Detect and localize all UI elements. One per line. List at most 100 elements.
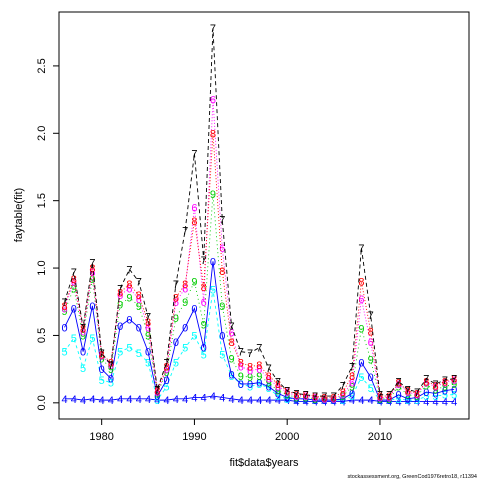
point-marker: 7 — [145, 312, 151, 324]
point-marker: 8 — [210, 128, 216, 140]
point-marker: 6 — [154, 387, 160, 399]
point-marker: 0 — [414, 392, 420, 404]
point-marker: 8 — [386, 391, 392, 403]
point-marker: 4 — [191, 392, 197, 404]
point-marker: 9 — [238, 371, 244, 383]
point-marker: 9 — [275, 386, 281, 398]
point-marker: 0 — [293, 394, 299, 406]
footnote: stockassessment.org, GreenCod1976retro18… — [347, 474, 477, 480]
point-marker: 5 — [423, 391, 429, 403]
point-marker: 7 — [182, 225, 188, 237]
point-marker: 5 — [117, 347, 123, 359]
point-marker: 0 — [238, 379, 244, 391]
point-marker: 0 — [228, 370, 234, 382]
point-marker: 5 — [62, 347, 68, 359]
x-tick-label: 1990 — [182, 431, 206, 443]
point-marker: 9 — [182, 297, 188, 309]
point-marker: 6 — [451, 375, 457, 387]
point-marker: 4 — [414, 396, 420, 408]
point-marker: 0 — [275, 388, 281, 400]
series-line — [64, 261, 455, 401]
point-marker: 4 — [368, 395, 374, 407]
point-marker: 9 — [126, 293, 132, 305]
point-marker: 4 — [238, 395, 244, 407]
point-marker: 4 — [99, 395, 105, 407]
point-marker: 5 — [433, 391, 439, 403]
point-marker: 5 — [71, 333, 77, 345]
point-marker: 8 — [395, 378, 401, 390]
point-marker: 5 — [89, 333, 95, 345]
point-marker: 7 — [340, 380, 346, 392]
point-marker: 4 — [228, 394, 234, 406]
point-marker: 6 — [284, 387, 290, 399]
point-marker: 6 — [266, 374, 272, 386]
point-marker: 9 — [256, 371, 262, 383]
point-marker: 5 — [386, 395, 392, 407]
point-marker: 4 — [108, 395, 114, 407]
point-marker: 4 — [275, 395, 281, 407]
point-marker: 9 — [89, 274, 95, 286]
point-marker: 7 — [62, 297, 68, 309]
point-marker: 4 — [395, 396, 401, 408]
point-marker: 6 — [331, 394, 337, 406]
point-marker: 8 — [377, 391, 383, 403]
point-marker: 4 — [126, 394, 132, 406]
point-marker: 0 — [386, 395, 392, 407]
axes: 1980 1990 2000 2010 0.0 0.5 1.0 1.5 2.0 2.5 — [36, 58, 392, 443]
point-marker: 9 — [423, 380, 429, 392]
point-marker: 8 — [405, 386, 411, 398]
point-marker: 9 — [164, 367, 170, 379]
point-marker: 8 — [80, 324, 86, 336]
point-marker: 6 — [219, 243, 225, 255]
point-marker: 9 — [368, 355, 374, 367]
point-marker: 7 — [117, 283, 123, 295]
point-marker: 6 — [238, 361, 244, 373]
point-marker: 4 — [136, 394, 142, 406]
point-marker: 4 — [405, 396, 411, 408]
point-marker: 8 — [293, 390, 299, 402]
point-marker: 5 — [451, 390, 457, 402]
point-marker: 0 — [154, 391, 160, 403]
point-marker: 6 — [395, 379, 401, 391]
point-marker: 7 — [154, 384, 160, 396]
point-marker: 5 — [191, 330, 197, 342]
point-marker: 0 — [164, 375, 170, 387]
point-marker: 8 — [89, 263, 95, 275]
point-marker: 8 — [275, 379, 281, 391]
point-marker: 9 — [145, 330, 151, 342]
point-marker: 8 — [62, 301, 68, 313]
point-marker: 7 — [433, 379, 439, 391]
point-marker: 4 — [210, 391, 216, 403]
point-marker: 8 — [284, 386, 290, 398]
point-marker: 5 — [377, 395, 383, 407]
x-tick-label: 2010 — [368, 431, 392, 443]
y-tick-label: 0.5 — [36, 328, 48, 343]
point-marker: 9 — [340, 391, 346, 403]
point-marker: 0 — [451, 384, 457, 396]
point-marker: 7 — [164, 357, 170, 369]
point-marker: 9 — [451, 379, 457, 391]
point-marker: 0 — [80, 347, 86, 359]
point-marker: 8 — [368, 326, 374, 338]
point-marker: 4 — [266, 395, 272, 407]
point-marker: 4 — [62, 394, 68, 406]
point-marker: 5 — [256, 379, 262, 391]
point-marker: 6 — [228, 328, 234, 340]
point-marker: 7 — [358, 243, 364, 255]
point-marker: 8 — [340, 387, 346, 399]
point-marker: 8 — [451, 374, 457, 386]
point-marker: 0 — [442, 386, 448, 398]
point-marker: 9 — [284, 390, 290, 402]
point-marker: 4 — [173, 394, 179, 406]
point-marker: 6 — [423, 378, 429, 390]
point-marker: 0 — [71, 303, 77, 315]
point-marker: 4 — [145, 394, 151, 406]
point-marker: 6 — [386, 392, 392, 404]
point-marker: 6 — [433, 382, 439, 394]
point-marker: 0 — [145, 347, 151, 359]
point-marker: 0 — [395, 390, 401, 402]
point-marker: 5 — [349, 391, 355, 403]
